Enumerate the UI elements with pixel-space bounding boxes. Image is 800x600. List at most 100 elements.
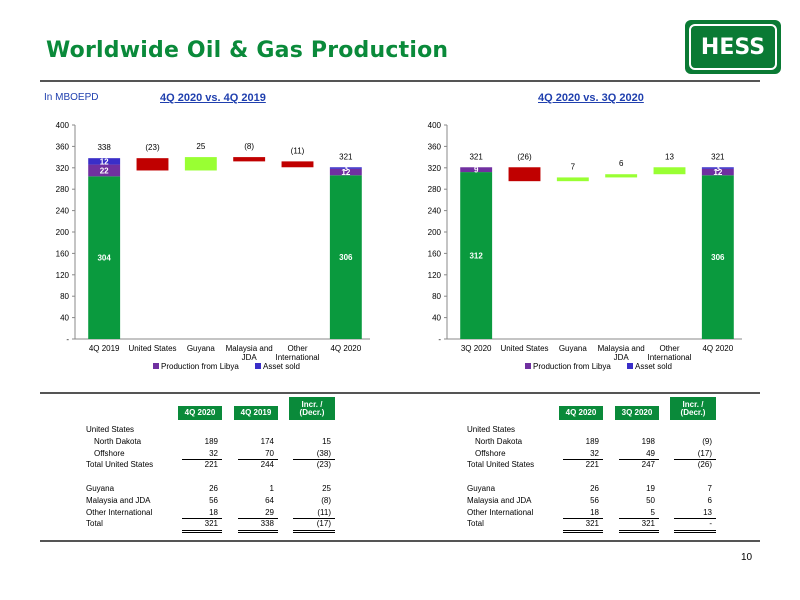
change-bar [508, 167, 541, 182]
middle-rule [40, 392, 760, 394]
table-underline [238, 518, 278, 520]
start-libya-bar [460, 167, 493, 173]
table-cell: (17) [316, 519, 331, 529]
chart-2-title: 4Q 2020 vs. 3Q 2020 [538, 92, 644, 104]
legend-asset-sold-swatch [627, 363, 633, 369]
table-header: 3Q 2020 [615, 406, 659, 420]
table-cell: 189 [204, 436, 218, 446]
category-label: 4Q 2020 [330, 344, 361, 353]
y-tick-label: 240 [428, 207, 442, 216]
y-tick-label: 240 [56, 207, 70, 216]
table-row-label: Offshore [94, 448, 125, 458]
table-cell: 321 [204, 519, 218, 529]
y-tick-label: 160 [428, 249, 442, 258]
start-libya-label: 9 [474, 166, 479, 175]
table-cell: 26 [209, 484, 218, 493]
table-cell: 338 [260, 519, 274, 529]
table-cell: (9) [702, 436, 712, 446]
table-underline [674, 459, 716, 461]
category-label: Malaysia and [598, 344, 645, 353]
page-number: 10 [741, 552, 753, 563]
change-bar [233, 157, 266, 162]
table-row-label: Other International [86, 507, 153, 517]
y-tick-label: 80 [432, 292, 441, 301]
end-base-bar [329, 175, 362, 339]
table-cell: 13 [703, 507, 712, 517]
change-bar [653, 167, 686, 175]
table-double-underline [619, 529, 659, 531]
table-row-label: North Dakota [475, 436, 523, 446]
table-double-underline [238, 529, 278, 531]
legend-asset-sold-label: Asset sold [263, 362, 300, 371]
table-double-underline [674, 531, 716, 533]
table-double-underline [619, 531, 659, 533]
table-underline [563, 459, 603, 461]
y-tick-label: 360 [56, 142, 70, 151]
legend-asset-sold-swatch [255, 363, 261, 369]
y-tick-label: 40 [432, 314, 441, 323]
start-libya-bar [88, 164, 121, 177]
waterfall-charts: -40801201602002402803203604003042212338(… [56, 121, 742, 371]
end-asset-sold-bar [329, 167, 362, 169]
table-row-label: United States [86, 425, 135, 434]
logo-text: HESS [689, 24, 777, 70]
table-underline [563, 518, 603, 520]
change-bar [605, 174, 638, 178]
table-row-label: Total [467, 519, 484, 529]
change-bar [556, 177, 589, 182]
table-underline [619, 518, 659, 520]
end-base-bar [701, 175, 734, 339]
table-row-label: Other International [467, 507, 534, 517]
table-double-underline [293, 531, 335, 533]
table-cell: 64 [265, 495, 274, 505]
table-row-label: Offshore [475, 448, 506, 458]
category-label: JDA [614, 353, 630, 362]
change-label: 13 [665, 152, 674, 161]
start-asset-sold-label: 12 [100, 157, 109, 166]
start-base-bar [460, 172, 493, 339]
y-tick-label: 120 [428, 271, 442, 280]
end-asset-sold-label: 3 [344, 164, 349, 173]
start-total-label: 338 [97, 143, 111, 152]
legend-libya-swatch [525, 363, 531, 369]
table-cell: 70 [265, 448, 274, 458]
table-cell: 29 [265, 507, 274, 517]
table-row-label: Guyana [86, 484, 115, 493]
production-table: 4Q 2020 3Q 2020 Incr. / (Decr.) United Stat… [467, 397, 727, 537]
table-cell: 19 [646, 484, 655, 493]
change-label: 25 [196, 142, 205, 151]
table-underline [674, 518, 716, 520]
legend-libya-label: Production from Libya [533, 362, 611, 371]
table-cell: 6 [707, 495, 712, 505]
table-cell: 26 [590, 484, 599, 493]
table-header: 4Q 2020 [559, 406, 603, 420]
unit-label: In MBOEPD [44, 92, 99, 103]
change-bar [184, 157, 217, 171]
change-bar [136, 158, 169, 171]
end-libya-bar [701, 168, 734, 176]
table-cell: 56 [209, 495, 218, 505]
table-cell: 321 [641, 519, 655, 529]
table-row-label: United States [467, 425, 516, 434]
category-label: United States [500, 344, 548, 353]
category-label: United States [128, 344, 176, 353]
y-tick-label: 80 [60, 292, 69, 301]
table-header: 4Q 2020 [178, 406, 222, 420]
table-cell: (17) [697, 448, 712, 458]
top-rule [40, 80, 760, 82]
legend-libya-label: Production from Libya [161, 362, 239, 371]
start-base-label: 304 [97, 254, 111, 263]
y-tick-label: 280 [428, 185, 442, 194]
table-row-label: Total [86, 519, 103, 529]
y-tick-label: 200 [56, 228, 70, 237]
table-cell: (8) [321, 495, 331, 505]
change-label: 6 [619, 159, 624, 168]
end-libya-label: 12 [341, 168, 350, 177]
table-underline [182, 518, 222, 520]
table-cell: 247 [641, 460, 655, 470]
table-row-label: Malaysia and JDA [467, 495, 532, 505]
category-label: Malaysia and [226, 344, 273, 353]
end-libya-bar [329, 168, 362, 176]
y-tick-label: 40 [60, 314, 69, 323]
page-title: Worldwide Oil & Gas Production [46, 38, 449, 63]
